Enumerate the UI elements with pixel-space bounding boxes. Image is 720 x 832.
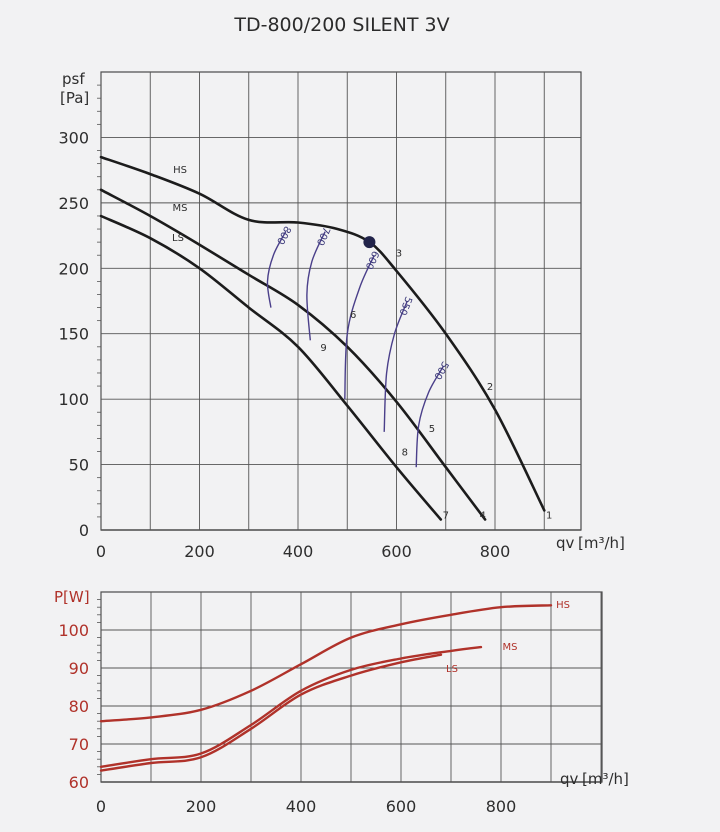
- pressure-series-label: MS: [173, 203, 188, 214]
- pressure-x-axis-unit: [m³/h]: [578, 534, 625, 552]
- measure-point-label: 1: [546, 510, 552, 521]
- pressure-y-tick-label: 0: [79, 521, 89, 540]
- pressure-y-tick-label: 50: [69, 456, 89, 475]
- rpm-isoline-label: 500: [431, 359, 450, 381]
- power-x-tick-label: 600: [386, 797, 417, 816]
- power-series-label: LS: [446, 664, 458, 675]
- rpm-isoline-label: 700: [314, 225, 332, 247]
- pressure-curve-ls: [99, 214, 443, 521]
- power-curve-ls: [99, 653, 443, 772]
- power-y-tick-label: 70: [69, 735, 89, 754]
- rpm-isoline-label: 550: [396, 295, 413, 317]
- power-y-tick-label: 100: [58, 621, 89, 640]
- pressure-y-tick-label: 250: [58, 194, 89, 213]
- pressure-x-tick-label: 600: [381, 542, 412, 561]
- pressure-x-tick-label: 0: [96, 542, 106, 561]
- power-curve-ms: [99, 645, 483, 768]
- operating-point-marker: [363, 236, 376, 249]
- measure-point-label: 6: [350, 310, 356, 321]
- measure-point-label: 3: [396, 249, 402, 260]
- power-series-label: HS: [556, 600, 570, 611]
- chart-title: TD-800/200 SILENT 3V: [233, 14, 449, 36]
- pressure-series-label: LS: [172, 233, 184, 244]
- power-y-tick-label: 60: [69, 773, 89, 792]
- power-x-axis-unit: [m³/h]: [582, 770, 629, 788]
- measure-point-label: 9: [320, 343, 326, 354]
- power-chart: 60 70 80 90 100 0 200 400 600 800 P[W] qv [m³/h] HS MS…: [54, 588, 629, 816]
- rpm-isoline-label: 600: [363, 249, 381, 271]
- pressure-x-tick-label: 400: [283, 542, 314, 561]
- rpm-isoline-800: [266, 231, 287, 308]
- power-x-tick-label: 200: [186, 797, 217, 816]
- measure-point-label: 8: [402, 447, 408, 458]
- measure-point-label: 5: [429, 424, 435, 435]
- pressure-x-axis-label: qv: [556, 534, 575, 552]
- pressure-y-tick-label: 150: [58, 325, 89, 344]
- pressure-x-tick-label: 800: [480, 542, 511, 561]
- power-y-axis-label: P[W]: [54, 588, 90, 606]
- pressure-x-tick-label: 200: [184, 542, 215, 561]
- pressure-series-label: HS: [173, 165, 187, 176]
- rpm-isoline-500: [415, 366, 444, 468]
- pressure-y-tick-label: 200: [58, 259, 89, 278]
- power-x-tick-label: 800: [486, 797, 517, 816]
- rpm-isoline-550: [383, 300, 408, 432]
- power-y-tick-label: 80: [69, 697, 89, 716]
- power-x-axis-label: qv: [560, 770, 579, 788]
- power-series-label: MS: [503, 642, 518, 653]
- pressure-chart: 0 50 100 150 200 250 300 0 200 400 600 800 psf[Pa] qv…: [58, 70, 624, 561]
- pressure-y-axis-label: psf: [62, 70, 85, 88]
- pressure-curve-hs: [99, 155, 546, 512]
- pressure-plot-frame: [100, 71, 582, 531]
- pressure-y-tick-label: 300: [58, 128, 89, 147]
- power-plot-frame: [100, 591, 603, 783]
- rpm-isoline-600: [344, 254, 375, 400]
- measure-point-label: 4: [480, 510, 486, 521]
- pressure-y-tick-label: 100: [58, 390, 89, 409]
- measure-point-label: 2: [487, 382, 493, 393]
- pressure-curve-ms: [99, 188, 487, 521]
- power-x-tick-label: 0: [96, 797, 106, 816]
- power-curve-hs: [99, 604, 553, 723]
- pressure-y-axis-unit: [Pa]: [60, 89, 89, 107]
- measure-point-label: 7: [443, 510, 449, 521]
- rpm-isoline-label: 800: [274, 224, 293, 246]
- power-y-tick-label: 90: [69, 659, 89, 678]
- rpm-isoline-700: [306, 231, 326, 341]
- power-x-tick-label: 400: [286, 797, 317, 816]
